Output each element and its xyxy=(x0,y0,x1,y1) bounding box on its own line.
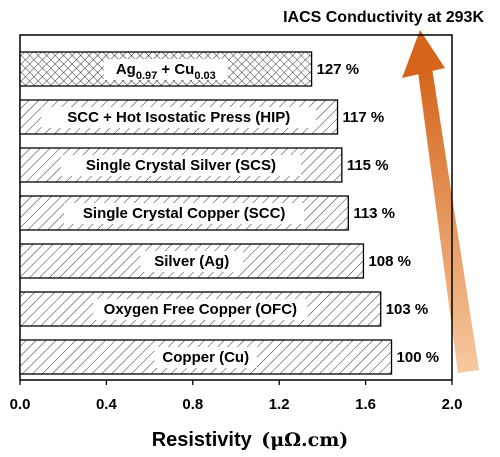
bar-label-background xyxy=(41,107,317,128)
x-tick-label: 0.8 xyxy=(182,396,203,413)
bar-label: Single Crystal Silver (SCS) xyxy=(86,157,276,174)
bar-label: SCC + Hot Isostatic Press (HIP) xyxy=(67,109,290,126)
value-label: 127 % xyxy=(317,61,360,78)
arrow-head xyxy=(402,30,445,78)
bar-label: Copper (Cu) xyxy=(162,349,249,366)
value-label: 113 % xyxy=(353,205,395,222)
bar-label: Ag0.97 + Cu0.03 xyxy=(116,61,216,82)
bar-label: Single Crystal Copper (SCC) xyxy=(83,205,286,222)
x-tick-label: 2.0 xyxy=(442,396,463,413)
x-tick-label: 1.2 xyxy=(269,396,290,413)
chart-title: IACS Conductivity at 293K xyxy=(283,9,484,26)
conductivity-arrow xyxy=(402,30,479,373)
x-tick-label: 0.4 xyxy=(96,396,118,413)
x-tick-label: 1.6 xyxy=(355,396,376,413)
arrow-shaft xyxy=(418,68,479,373)
x-axis-label: Resistivity (μΩ.cm) xyxy=(152,429,349,451)
bar-label: Oxygen Free Copper (OFC) xyxy=(104,301,297,318)
value-label: 115 % xyxy=(347,157,389,174)
bar-label-background xyxy=(103,59,228,80)
bar-label-background xyxy=(60,155,302,176)
value-label: 108 % xyxy=(368,253,411,270)
value-label: 100 % xyxy=(397,349,440,366)
bar-label-background xyxy=(140,251,244,272)
bar-label-background xyxy=(64,203,305,224)
x-axis-ticks: 0.0 0.4 0.8 1.2 1.6 2.0 xyxy=(10,380,463,413)
labels-layer: Ag0.97 + Cu0.03 SCC + Hot Isostatic Press… xyxy=(41,59,317,368)
value-label: 103 % xyxy=(386,301,429,318)
value-label: 117 % xyxy=(343,109,385,126)
bar-label-background xyxy=(154,347,258,368)
x-axis-label-text: Resistivity xyxy=(152,429,253,451)
x-axis-label-unit: (μΩ.cm) xyxy=(261,429,348,451)
value-labels-layer: 127 % 117 % 115 % 113 % 108 % 103 % 100 % xyxy=(317,61,439,366)
bar-label-background xyxy=(93,299,308,320)
x-tick-label: 0.0 xyxy=(10,396,31,413)
bar-label: Silver (Ag) xyxy=(154,253,229,270)
bar xyxy=(19,51,313,87)
